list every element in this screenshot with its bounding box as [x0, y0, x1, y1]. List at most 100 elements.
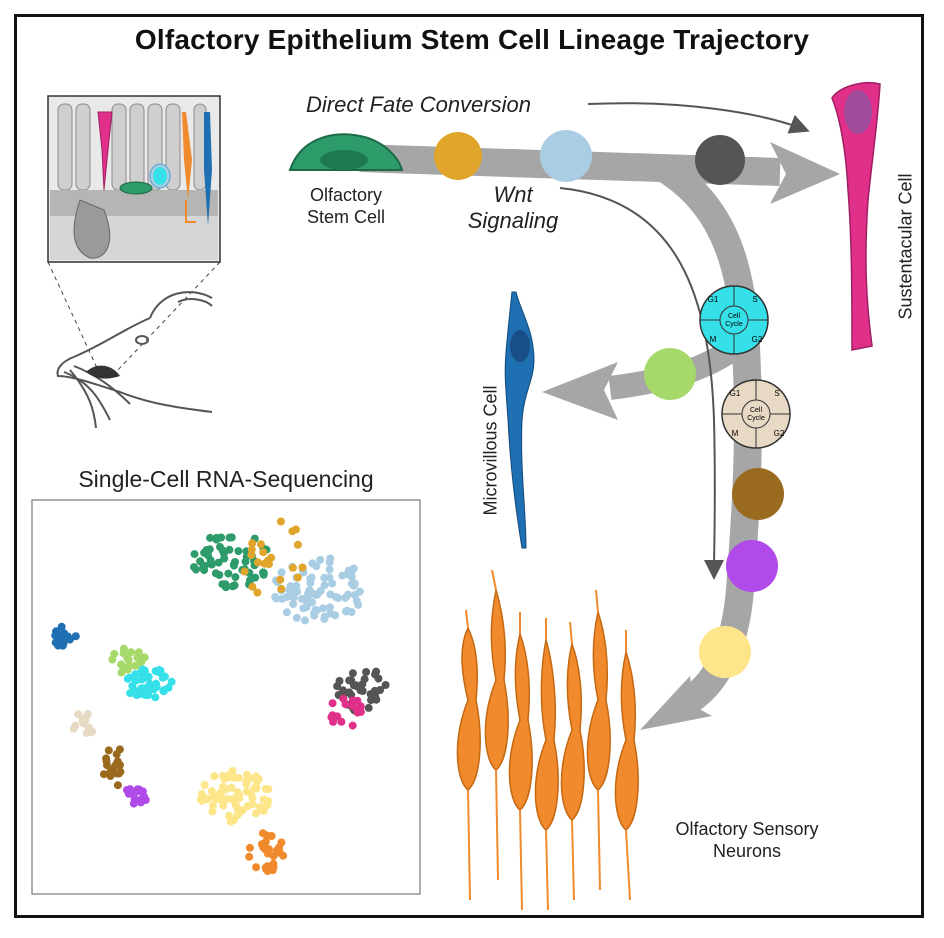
- scatter-point: [289, 593, 298, 602]
- scatter-point: [225, 533, 234, 542]
- node-dark-gray: [695, 135, 745, 185]
- scatter-point: [348, 696, 357, 705]
- label-sustentacular-cell: Sustentacular Cell: [895, 173, 916, 320]
- scatter-point: [349, 564, 358, 573]
- scatter-point: [342, 607, 351, 616]
- scatter-point: [103, 761, 111, 770]
- olfactory-sensory-neurons-illustration: [456, 589, 639, 831]
- scatter-point: [348, 702, 357, 710]
- scatter-point: [202, 546, 211, 554]
- scatter-point: [151, 693, 160, 702]
- scatter-point: [263, 849, 272, 858]
- label-olfactory-sensory-neurons: Olfactory Sensory Neurons: [675, 819, 819, 861]
- scatter-point: [140, 666, 149, 675]
- scatter-point: [293, 540, 302, 549]
- scatter-point: [356, 707, 365, 716]
- scatter-point: [221, 583, 230, 592]
- scatter-point: [217, 533, 226, 542]
- scatter-point: [248, 582, 257, 591]
- microvillous-cell-illustration: [504, 291, 535, 549]
- scatter-point: [223, 794, 232, 803]
- scatter-point: [124, 655, 133, 664]
- label-wnt-signaling: Wnt Signaling: [467, 182, 559, 233]
- scatter-point: [344, 590, 352, 599]
- figure-frame: [14, 14, 924, 918]
- neuron-dendrites: [465, 569, 631, 911]
- scatter-point: [259, 795, 268, 804]
- scatter-point: [125, 673, 134, 682]
- scatter-point: [218, 772, 227, 780]
- svg-text:Cycle: Cycle: [747, 415, 765, 422]
- scatter-point: [57, 622, 66, 631]
- scatter-point: [230, 581, 239, 590]
- scatter-point: [215, 795, 224, 804]
- scatter-point: [325, 603, 334, 612]
- scatter-point: [308, 598, 317, 607]
- scatter-point: [288, 527, 297, 536]
- scatter-point: [131, 661, 139, 670]
- scatter-point: [167, 677, 176, 686]
- direct-fate-arrow: [587, 102, 810, 134]
- scatter-point: [243, 770, 251, 779]
- rna-seq-scatter: [51, 517, 390, 875]
- scatter-point: [302, 603, 311, 611]
- scatter-point: [325, 573, 334, 582]
- scatter-point: [127, 648, 136, 657]
- scatter-point: [256, 540, 265, 549]
- scatter-point: [271, 593, 280, 601]
- scatter-point: [328, 699, 337, 708]
- scatter-point: [245, 843, 254, 852]
- scatter-point: [54, 629, 63, 638]
- scatter-point: [298, 563, 307, 572]
- scatter-point: [251, 809, 260, 818]
- scatter-point: [267, 832, 276, 840]
- scatter-point: [252, 778, 261, 787]
- svg-text:G1: G1: [730, 389, 741, 398]
- svg-text:G2: G2: [752, 335, 763, 344]
- svg-text:M: M: [732, 429, 739, 438]
- scatter-point: [104, 746, 113, 755]
- scatter-point: [69, 724, 78, 733]
- scatter-point: [84, 724, 93, 733]
- olfactory-stem-cell: [288, 133, 404, 171]
- svg-text:G1: G1: [708, 295, 719, 304]
- scatter-point: [277, 568, 286, 577]
- scatter-point: [235, 791, 244, 800]
- node-brown: [732, 468, 784, 520]
- scatter-point: [151, 682, 160, 691]
- scatter-point: [243, 802, 252, 810]
- scatter-point: [232, 802, 240, 810]
- scatter-point: [231, 558, 239, 566]
- scatter-point: [234, 547, 243, 556]
- scatter-point: [106, 772, 115, 780]
- scatter-point: [225, 545, 234, 554]
- scatter-point: [320, 612, 329, 621]
- scatter-point: [253, 558, 262, 567]
- scatter-point: [364, 703, 373, 712]
- scatter-point: [240, 567, 249, 576]
- scatter-point: [242, 787, 251, 796]
- scatter-point: [74, 710, 83, 719]
- scatter-point: [190, 550, 199, 559]
- svg-text:G2: G2: [774, 429, 785, 438]
- scatter-point: [279, 851, 288, 860]
- scatter-point: [229, 794, 238, 803]
- scatter-point: [136, 795, 145, 804]
- scatter-point: [312, 562, 321, 571]
- epithelium-inset: [47, 95, 221, 263]
- scatter-point: [352, 596, 361, 605]
- scatter-point: [207, 787, 216, 795]
- scatter-point: [333, 682, 342, 691]
- scatter-point: [241, 557, 250, 566]
- scatter-point: [259, 570, 268, 579]
- scatter-point: [348, 669, 357, 678]
- scatter-point: [350, 579, 359, 588]
- scatter-point: [319, 604, 328, 613]
- mouse-head-illustration: [56, 291, 213, 429]
- figure-title: Olfactory Epithelium Stem Cell Lineage T…: [134, 24, 810, 55]
- scatter-point: [259, 548, 268, 557]
- scatter-point: [320, 581, 329, 590]
- scatter-point: [301, 616, 309, 625]
- scatter-point: [79, 719, 88, 728]
